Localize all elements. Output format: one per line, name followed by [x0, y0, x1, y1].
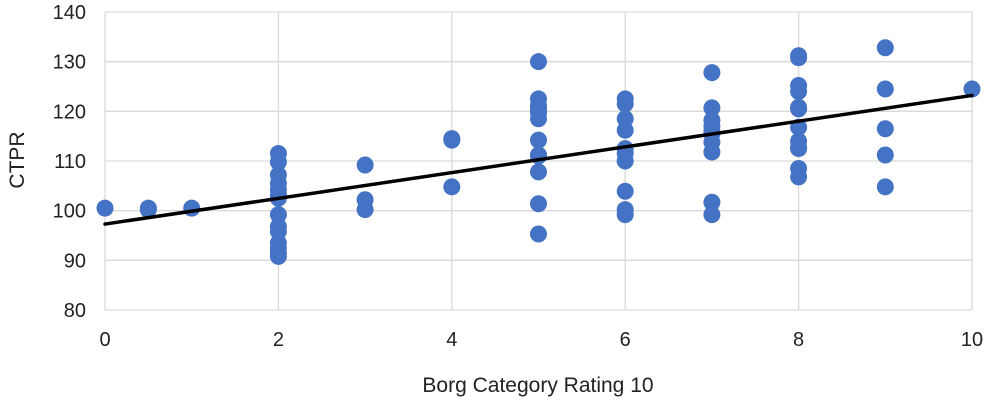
data-point	[183, 199, 201, 217]
x-tick-label-4: 4	[446, 329, 457, 351]
x-axis-ticks: 0 2 4 6 8 10	[99, 329, 983, 351]
data-point	[616, 182, 634, 200]
y-tick-label-90: 90	[64, 250, 86, 272]
x-tick-label-6: 6	[620, 329, 631, 351]
data-point	[703, 143, 721, 161]
data-point	[703, 64, 721, 82]
data-points	[96, 39, 981, 265]
y-axis-label: CTPR	[6, 131, 29, 188]
data-point	[530, 163, 547, 181]
y-tick-label-140: 140	[53, 2, 86, 24]
data-point	[356, 156, 374, 174]
data-point	[530, 195, 547, 213]
data-point	[876, 178, 894, 196]
data-point	[790, 140, 808, 158]
data-point	[876, 146, 894, 164]
data-point	[790, 100, 808, 118]
data-point	[790, 82, 808, 100]
data-point	[703, 99, 721, 117]
data-point	[530, 131, 547, 149]
x-axis-label: Borg Category Rating 10	[422, 374, 653, 397]
data-point	[616, 206, 634, 224]
y-tick-label-80: 80	[64, 300, 86, 322]
data-point	[790, 49, 808, 67]
data-point	[530, 53, 547, 71]
x-tick-label-8: 8	[793, 329, 804, 351]
data-point	[443, 131, 461, 149]
x-tick-label-0: 0	[99, 329, 110, 351]
y-tick-label-120: 120	[53, 101, 86, 123]
data-point	[96, 199, 114, 217]
data-point	[139, 201, 157, 219]
y-tick-label-130: 130	[53, 52, 86, 74]
data-point	[443, 178, 461, 196]
data-point	[876, 39, 894, 57]
data-point	[703, 206, 721, 224]
x-tick-label-2: 2	[273, 329, 284, 351]
y-tick-label-100: 100	[53, 201, 86, 223]
data-point	[269, 206, 287, 224]
data-point	[269, 153, 287, 171]
data-point	[790, 168, 808, 186]
data-point	[876, 120, 894, 138]
data-point	[616, 152, 634, 170]
trendline	[103, 93, 974, 226]
data-point	[616, 121, 634, 139]
data-point	[963, 80, 981, 98]
data-point	[876, 80, 894, 98]
data-point	[530, 110, 547, 128]
data-point	[269, 247, 287, 265]
x-tick-label-10: 10	[961, 329, 983, 351]
data-point	[530, 225, 547, 243]
data-point	[703, 193, 721, 211]
y-axis-ticks: 80 90 100 110 120 130 140	[53, 2, 86, 322]
y-tick-label-110: 110	[54, 151, 86, 173]
data-point	[356, 201, 374, 219]
data-point	[616, 95, 634, 113]
